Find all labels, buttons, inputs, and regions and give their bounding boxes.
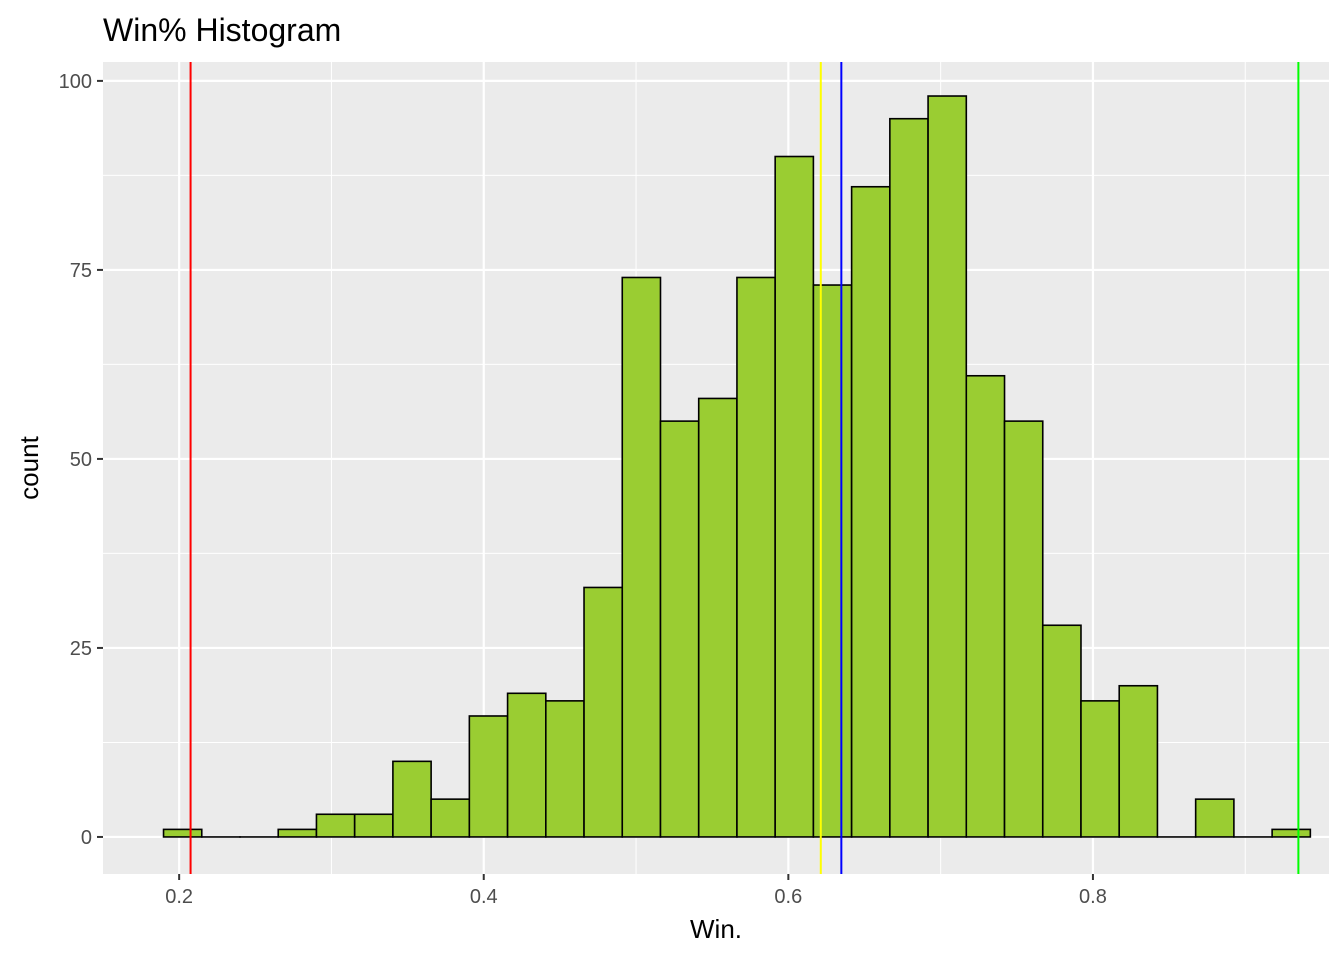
- histogram-bar: [659, 420, 700, 838]
- y-tick-label: 75: [70, 260, 92, 282]
- histogram-bar: [1041, 624, 1082, 838]
- histogram-bar: [277, 828, 318, 838]
- x-tick-label: 0.8: [1079, 886, 1107, 908]
- histogram-bar: [697, 397, 738, 838]
- reference-lines: [189, 62, 1300, 874]
- histogram-bar: [506, 692, 547, 838]
- x-tick-label: 0.2: [165, 886, 193, 908]
- histogram-bar: [736, 276, 776, 838]
- histogram-bar: [1271, 828, 1312, 838]
- histogram-bar: [583, 586, 624, 838]
- histogram-bar: [927, 95, 968, 838]
- histogram-bar: [353, 813, 394, 838]
- chart-title: Win% Histogram: [103, 12, 341, 48]
- histogram-bar: [315, 813, 356, 838]
- histogram-bar: [889, 117, 929, 838]
- y-tick-label: 0: [81, 827, 92, 849]
- histogram-bar: [545, 700, 585, 838]
- y-tick-label: 25: [70, 638, 92, 660]
- histogram-bar: [392, 760, 432, 838]
- y-axis: 0 25 50 75 100: [59, 71, 103, 849]
- y-axis-title: count: [14, 435, 44, 499]
- histogram-bar: [621, 276, 662, 838]
- histogram-bar: [1080, 700, 1121, 838]
- histogram-bar: [430, 798, 471, 838]
- histogram-bar: [774, 155, 815, 838]
- y-tick-label: 50: [70, 449, 92, 471]
- histogram-bar: [1003, 420, 1044, 838]
- histogram-bar: [812, 284, 853, 838]
- y-tick-label: 100: [59, 71, 92, 93]
- x-axis: 0.2 0.4 0.6 0.8: [165, 874, 1107, 908]
- histogram-bar: [850, 185, 891, 838]
- histogram-bar: [162, 828, 203, 838]
- histogram-bars: [162, 95, 1312, 838]
- histogram-bar: [468, 715, 509, 838]
- x-tick-label: 0.4: [470, 886, 498, 908]
- histogram-bar: [1194, 798, 1235, 838]
- histogram-bar: [965, 374, 1006, 838]
- x-axis-title: Win.: [690, 914, 742, 944]
- x-tick-label: 0.6: [774, 886, 802, 908]
- histogram-bar: [1118, 684, 1159, 838]
